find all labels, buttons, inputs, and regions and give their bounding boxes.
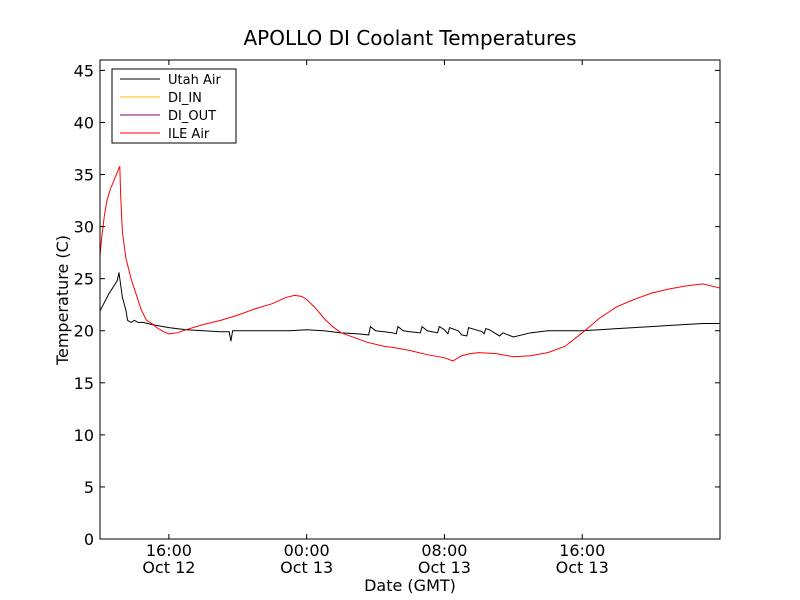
x-tick-date-label: Oct 13 <box>556 558 609 577</box>
y-tick-label: 20 <box>74 322 94 341</box>
chart-title: APOLLO DI Coolant Temperatures <box>243 26 576 50</box>
series-line-3 <box>99 166 721 362</box>
y-tick-label: 25 <box>74 270 94 289</box>
y-tick-label: 40 <box>74 113 94 132</box>
y-tick-label: 30 <box>74 218 94 237</box>
x-tick-date-label: Oct 13 <box>280 558 333 577</box>
x-axis-label: Date (GMT) <box>364 576 456 595</box>
legend-label-3: ILE Air <box>168 127 210 142</box>
y-axis-label: Temperature (C) <box>53 235 72 366</box>
legend-label-2: DI_OUT <box>168 109 216 124</box>
y-tick-label: 10 <box>74 426 94 445</box>
x-tick-time-label: 16:00 <box>559 541 605 560</box>
y-tick-label: 0 <box>84 530 94 549</box>
x-tick-date-label: Oct 12 <box>142 558 195 577</box>
x-tick-time-label: 08:00 <box>421 541 467 560</box>
x-tick-time-label: 00:00 <box>284 541 330 560</box>
legend-label-1: DI_IN <box>168 91 202 106</box>
y-tick-label: 5 <box>84 478 94 497</box>
y-tick-label: 35 <box>74 166 94 185</box>
legend-label-0: Utah Air <box>168 73 221 88</box>
y-tick-label: 45 <box>74 61 94 80</box>
legend-box <box>111 68 237 144</box>
plot-frame <box>99 59 721 540</box>
x-tick-date-label: Oct 13 <box>418 558 471 577</box>
y-tick-label: 15 <box>74 374 94 393</box>
series-layer <box>99 166 721 362</box>
legend: Utah Air DI_IN DI_OUT ILE Air <box>111 68 237 144</box>
y-axis: 0 5 10 15 20 25 30 35 40 45 <box>74 61 720 549</box>
x-tick-time-label: 16:00 <box>146 541 192 560</box>
series-line-0 <box>99 272 720 342</box>
